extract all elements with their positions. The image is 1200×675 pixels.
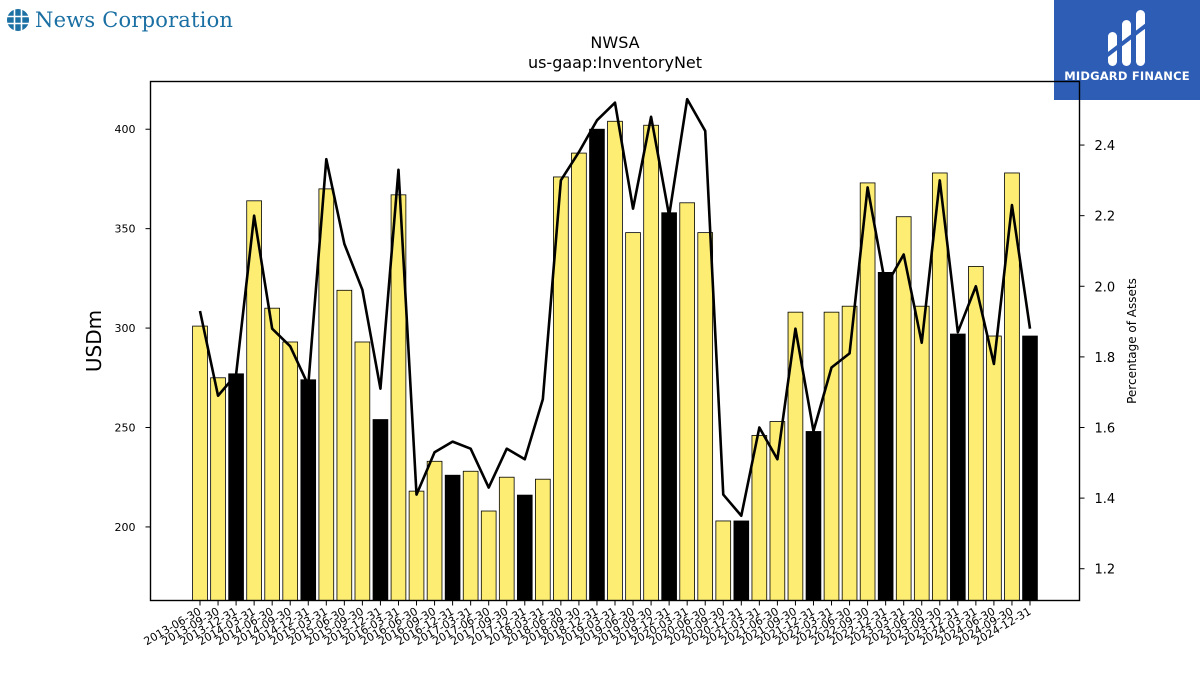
y-tick-label: 200 (115, 521, 136, 534)
inventory-bar (282, 341, 299, 601)
inventory-bar (535, 478, 551, 601)
y-tick-label: 300 (115, 322, 136, 335)
inventory-bar (354, 341, 371, 601)
inventory-bar (986, 335, 1002, 601)
percentage-of-assets-line (198, 97, 1032, 518)
y-axis-label: USDm (82, 310, 106, 372)
chart-subtitle: us-gaap:InventoryNet (527, 53, 703, 72)
inventory-bar (625, 232, 641, 601)
inventory-bar (462, 470, 479, 601)
inventory-bar (192, 325, 208, 601)
inventory-bar (228, 373, 244, 601)
chart-title: NWSA (590, 33, 640, 52)
inventory-bar (733, 520, 750, 601)
publisher-logo-icon (1104, 10, 1150, 66)
publisher-badge: MIDGARD FINANCE (1054, 0, 1200, 100)
company-name: News Corporation (35, 8, 234, 32)
y2-tick-label: 1.8 (1095, 351, 1116, 366)
inventory-bar (968, 266, 984, 601)
y2-axis-label: Percentage of Assets (1125, 278, 1139, 404)
inventory-bar (426, 460, 443, 601)
inventory-bar (264, 307, 280, 601)
inventory-bar (823, 311, 840, 601)
inventory-bar (1022, 335, 1038, 601)
y2-tick-label: 2.4 (1095, 139, 1116, 154)
inventory-bar (210, 377, 226, 601)
inventory-bar (444, 474, 461, 601)
inventory-bar (805, 431, 822, 601)
inventory-bar (751, 435, 768, 601)
y-tick-label: 350 (115, 223, 136, 236)
inventory-bar (498, 476, 515, 601)
inventory-bar (336, 289, 353, 601)
inventory-bar (589, 128, 605, 601)
inventory-bar (408, 490, 425, 601)
inventory-bar (877, 271, 894, 601)
y-tick-label: 250 (115, 422, 136, 435)
inventory-bar (679, 202, 695, 601)
inventory-bar (661, 212, 677, 601)
company-brand: News Corporation (6, 5, 233, 35)
inventory-bar (715, 520, 732, 601)
inventory-bar (480, 510, 497, 601)
globe-grid-icon (7, 9, 29, 31)
y2-tick-label: 1.2 (1095, 563, 1116, 578)
inventory-bar (643, 124, 659, 601)
inventory-bar (697, 232, 714, 601)
inventory-bar (300, 379, 317, 601)
y2-tick-label: 1.6 (1095, 422, 1116, 437)
inventory-bar (318, 188, 335, 601)
inventory-bar (372, 419, 389, 601)
inventory-bar (950, 333, 966, 601)
y2-tick-label: 2.2 (1095, 210, 1116, 225)
inventory-bar (913, 305, 930, 601)
inventory-bar (571, 152, 587, 601)
y-tick-label: 400 (115, 123, 136, 136)
inventory-bar (516, 494, 533, 601)
y2-tick-label: 2.0 (1095, 280, 1116, 295)
publisher-name: MIDGARD FINANCE (1064, 69, 1190, 83)
inventory-bar (607, 120, 623, 601)
y2-tick-label: 1.4 (1095, 492, 1116, 507)
